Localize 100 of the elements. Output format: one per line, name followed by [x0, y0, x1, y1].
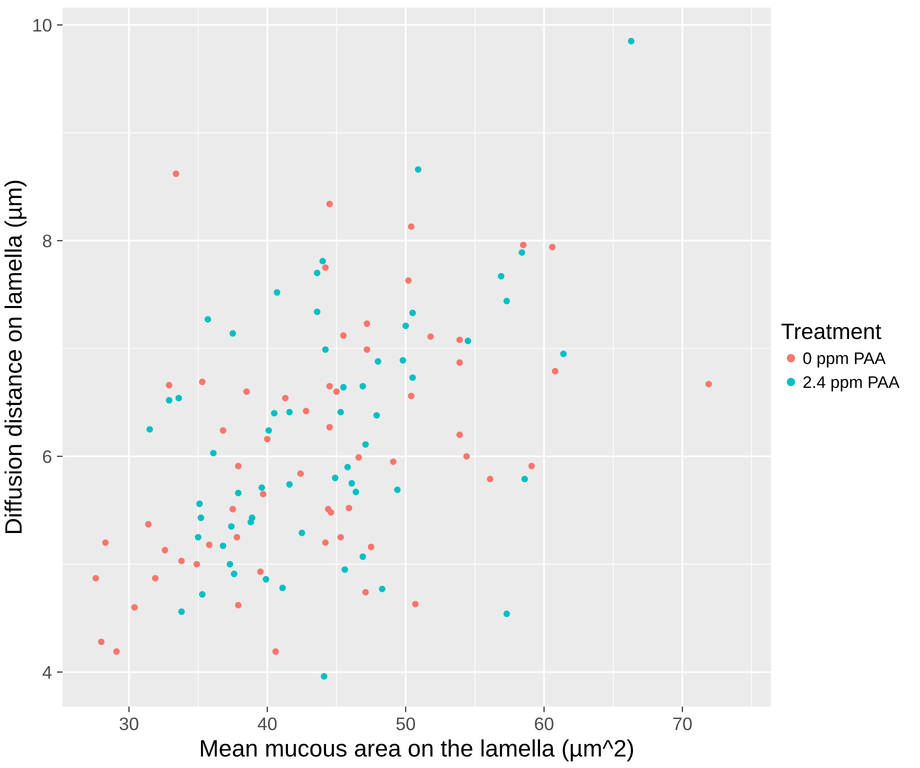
point [274, 289, 280, 296]
point [414, 166, 422, 173]
point [210, 450, 217, 456]
legend-title: Treatment [781, 324, 882, 340]
point [102, 539, 109, 546]
point [194, 534, 202, 540]
point [314, 270, 320, 276]
point [229, 506, 236, 512]
y-tick-label: 8 [42, 234, 52, 248]
point [302, 408, 310, 414]
x-tick-label: 50 [396, 717, 416, 730]
point [360, 553, 366, 560]
point [262, 576, 270, 583]
point [520, 242, 527, 248]
point [166, 382, 172, 388]
point [131, 604, 138, 611]
point [152, 574, 159, 582]
point [705, 380, 712, 388]
point [322, 346, 329, 353]
point [243, 388, 250, 395]
x-tick-label: 40 [258, 717, 277, 730]
point [463, 453, 470, 460]
point [198, 514, 204, 522]
point [344, 464, 351, 470]
point [456, 336, 463, 344]
point [282, 394, 289, 402]
point [235, 602, 242, 608]
point [355, 454, 362, 461]
point [178, 558, 185, 564]
point [257, 568, 264, 576]
point [412, 600, 419, 608]
point [337, 534, 344, 540]
point [279, 584, 286, 592]
point [368, 544, 374, 550]
point [528, 462, 535, 470]
y-tick-label: 4 [42, 666, 52, 679]
point [235, 490, 242, 496]
point [362, 588, 369, 596]
legend-label: 0 ppm PAA [803, 352, 886, 368]
point [298, 530, 306, 536]
point [98, 638, 105, 646]
point [364, 320, 370, 327]
legend-label: 2.4 ppm PAA [803, 376, 900, 392]
point [234, 534, 240, 540]
point [628, 38, 634, 44]
point [92, 574, 100, 582]
y-tick-label: 6 [43, 450, 52, 464]
x-tick-label: 30 [120, 717, 138, 730]
point [322, 539, 329, 546]
point [326, 382, 333, 390]
point [337, 408, 344, 416]
point [199, 591, 206, 598]
point [322, 264, 329, 271]
point [409, 310, 416, 316]
point [145, 521, 152, 528]
point [196, 500, 203, 508]
point [340, 332, 347, 339]
point [220, 542, 226, 550]
point [332, 474, 338, 482]
point [265, 427, 272, 434]
point [328, 509, 334, 516]
point [352, 488, 360, 496]
point [258, 484, 266, 491]
point [364, 346, 370, 353]
point [503, 610, 510, 618]
point [560, 350, 567, 358]
point [340, 384, 347, 391]
point [486, 476, 494, 482]
point [286, 408, 293, 416]
point [162, 546, 168, 554]
point [226, 560, 234, 568]
point [272, 648, 279, 655]
point [235, 462, 242, 470]
point [400, 357, 406, 364]
point [176, 394, 182, 402]
point [373, 412, 380, 419]
point [378, 586, 386, 592]
point [346, 504, 352, 512]
point [333, 388, 340, 395]
point [248, 514, 256, 522]
point [270, 410, 278, 416]
point [394, 486, 401, 494]
point [199, 378, 206, 386]
point [229, 330, 236, 337]
point [172, 170, 180, 178]
point [260, 490, 266, 498]
point [456, 432, 463, 438]
x-axis-title: Mean mucous area on the lamella (µm^2) [200, 739, 634, 762]
point [408, 223, 414, 230]
x-tick-label: 70 [673, 717, 692, 730]
point [456, 359, 463, 366]
point [521, 476, 528, 482]
point [402, 322, 409, 330]
point [230, 570, 238, 578]
point [113, 648, 120, 655]
point [409, 374, 416, 381]
point [314, 308, 320, 316]
point [342, 566, 348, 573]
point [166, 397, 172, 404]
point [297, 470, 304, 477]
